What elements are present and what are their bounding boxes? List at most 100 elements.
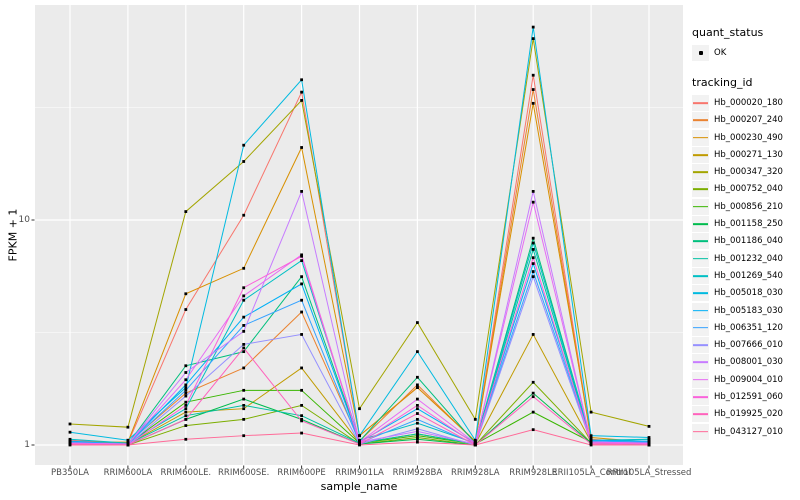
legend-item-label: Hb_009004_010 bbox=[714, 374, 783, 385]
legend-key-swatch bbox=[692, 146, 709, 163]
legend-item: Hb_001269_540 bbox=[692, 267, 798, 284]
legend-item-label: Hb_000271_130 bbox=[714, 149, 783, 160]
x-tick-label: PB350LA bbox=[51, 468, 89, 478]
legend-item: Hb_008001_030 bbox=[692, 354, 798, 371]
legend-key-swatch bbox=[692, 337, 709, 354]
legend-key-swatch bbox=[692, 250, 709, 267]
x-tick-label: RRIM600SE. bbox=[218, 468, 270, 478]
y-axis-title: FPKM + 1 bbox=[6, 208, 20, 262]
legend-key-swatch bbox=[692, 406, 709, 423]
legend-item: Hb_000230_490 bbox=[692, 129, 798, 146]
line-swatch-icon bbox=[693, 257, 708, 260]
legend-item: Hb_000271_130 bbox=[692, 146, 798, 163]
legend-key-swatch bbox=[692, 216, 709, 233]
legend-key-point bbox=[692, 44, 709, 61]
legend-item-label: Hb_000347_320 bbox=[714, 167, 783, 178]
legend-item-label: Hb_005183_030 bbox=[714, 305, 783, 316]
line-swatch-icon bbox=[693, 136, 708, 139]
x-tick-label: RRIM928LE bbox=[509, 468, 558, 478]
y-tick-label: 10 bbox=[18, 214, 30, 225]
legend-item: Hb_000207_240 bbox=[692, 112, 798, 129]
legend-item: Hb_001232_040 bbox=[692, 250, 798, 267]
legend-item-label: Hb_001269_540 bbox=[714, 270, 783, 281]
line-swatch-icon bbox=[693, 413, 708, 416]
legend-item-label: Hb_006351_120 bbox=[714, 322, 783, 333]
legend-title-tracking-id: tracking_id bbox=[692, 76, 753, 90]
legend-item: Hb_007666_010 bbox=[692, 336, 798, 354]
line-swatch-icon bbox=[693, 119, 708, 122]
line-swatch-icon bbox=[693, 396, 708, 398]
x-tick-label: RRII105LA_Control bbox=[551, 468, 631, 478]
line-swatch-icon bbox=[693, 171, 708, 173]
x-tick-label: RRIM600LE. bbox=[160, 468, 212, 478]
legend-item: Hb_005183_030 bbox=[692, 302, 798, 319]
legend-item: Hb_000752_040 bbox=[692, 181, 798, 198]
legend-item: Hb_012591_060 bbox=[692, 388, 798, 405]
y-tick-label: 1 bbox=[24, 439, 30, 450]
legend-key-swatch bbox=[692, 94, 709, 111]
legend-item: Hb_019925_020 bbox=[692, 406, 798, 423]
legend-item: Hb_000856_210 bbox=[692, 198, 798, 215]
x-axis-title: sample_name bbox=[320, 480, 398, 493]
legend-key-swatch bbox=[692, 164, 709, 181]
legend-item-label: Hb_000856_210 bbox=[714, 201, 783, 212]
legend-key-swatch bbox=[692, 354, 709, 371]
x-tick-label: RRIM928BA bbox=[392, 468, 443, 478]
legend-item: Hb_043127_010 bbox=[692, 423, 798, 440]
line-swatch-icon bbox=[693, 344, 708, 346]
point-icon bbox=[698, 50, 703, 55]
legend-item: Hb_001158_250 bbox=[692, 215, 798, 233]
legend-key-swatch bbox=[692, 302, 709, 319]
legend-item: Hb_001186_040 bbox=[692, 233, 798, 250]
legend-item-label: Hb_001186_040 bbox=[714, 236, 783, 247]
line-swatch-icon bbox=[693, 292, 708, 295]
legend-key-swatch bbox=[692, 233, 709, 250]
x-tick-label: RRIM901LA bbox=[335, 468, 384, 478]
legend-item: Hb_006351_120 bbox=[692, 319, 798, 336]
line-swatch-icon bbox=[693, 153, 708, 156]
legend-key-swatch bbox=[692, 285, 709, 302]
line-swatch-icon bbox=[693, 205, 708, 208]
line-swatch-icon bbox=[693, 188, 708, 191]
line-swatch-icon bbox=[693, 430, 708, 433]
legend-item-label: Hb_005018_030 bbox=[714, 288, 783, 299]
legend-item-label: Hb_012591_060 bbox=[714, 391, 783, 402]
legend-item: Hb_009004_010 bbox=[692, 371, 798, 388]
legend-item-label: Hb_001158_250 bbox=[714, 219, 783, 230]
legend-item-label: Hb_000230_490 bbox=[714, 132, 783, 143]
line-swatch-icon bbox=[693, 240, 708, 243]
x-tick-label: RRII105LA_Stressed bbox=[606, 468, 692, 478]
legend-key-swatch bbox=[692, 267, 709, 284]
legend-item-label: Hb_019925_020 bbox=[714, 409, 783, 420]
legend-key-swatch bbox=[692, 112, 709, 129]
legend-item-label: Hb_043127_010 bbox=[714, 426, 783, 437]
legend-key-swatch bbox=[692, 371, 709, 388]
line-swatch-icon bbox=[693, 275, 708, 277]
legend-key-swatch bbox=[692, 198, 709, 215]
x-tick-label: RRIM600LA bbox=[103, 468, 153, 478]
line-swatch-icon bbox=[693, 378, 708, 381]
legend: quant_status OK tracking_id Hb_000020_18… bbox=[692, 26, 798, 440]
line-swatch-icon bbox=[693, 309, 708, 312]
line-swatch-icon bbox=[693, 361, 708, 364]
legend-item-ok: OK bbox=[692, 44, 798, 61]
x-tick-label: RRIM928LA bbox=[450, 468, 500, 478]
legend-item: Hb_005018_030 bbox=[692, 285, 798, 302]
legend-item-label: Hb_007666_010 bbox=[714, 340, 783, 351]
line-swatch-icon bbox=[693, 223, 708, 225]
legend-title-quant-status: quant_status bbox=[692, 26, 764, 39]
x-tick-label: RRIM600PE bbox=[277, 468, 326, 478]
legend-key-swatch bbox=[692, 181, 709, 198]
legend-key-swatch bbox=[692, 319, 709, 336]
legend-key-swatch bbox=[692, 129, 709, 146]
legend-item-label: Hb_000020_180 bbox=[714, 97, 783, 108]
line-swatch-icon bbox=[693, 326, 708, 329]
legend-key-swatch bbox=[692, 388, 709, 405]
line-swatch-icon bbox=[693, 102, 708, 104]
legend-item-label: Hb_000752_040 bbox=[714, 184, 783, 195]
legend-item-label: Hb_008001_030 bbox=[714, 357, 783, 368]
legend-item: Hb_000347_320 bbox=[692, 163, 798, 181]
legend-key-swatch bbox=[692, 423, 709, 440]
legend-item: Hb_000020_180 bbox=[692, 94, 798, 111]
